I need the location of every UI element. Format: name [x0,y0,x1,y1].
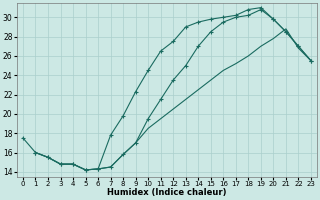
X-axis label: Humidex (Indice chaleur): Humidex (Indice chaleur) [107,188,227,197]
